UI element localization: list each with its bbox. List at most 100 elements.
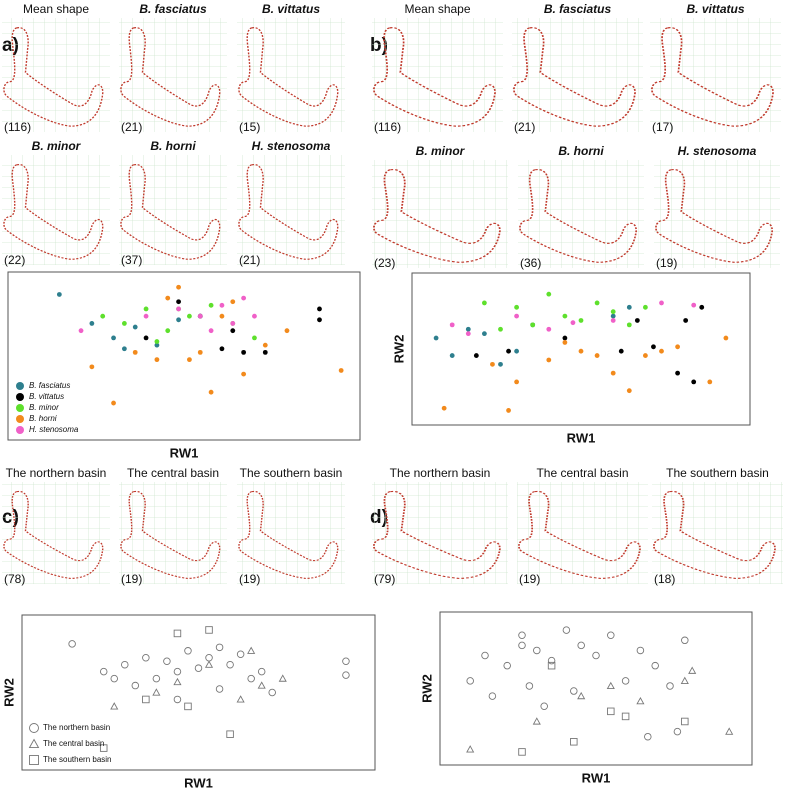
point [449,353,455,358]
shape-count: (19) [121,572,142,586]
point [247,674,255,683]
point [68,640,76,648]
point [540,702,548,711]
deformation-grid [372,482,508,584]
shape-count: (21) [121,120,142,134]
point [208,389,214,395]
point [594,300,600,306]
legend-marker [16,426,24,434]
point [154,342,160,348]
point [466,677,474,685]
point [688,666,697,674]
point [236,695,245,703]
deformation-grid [2,482,110,584]
point [241,295,247,301]
point [230,299,236,305]
point [466,745,475,753]
point [675,370,680,376]
point [570,320,576,326]
y-axis-label: RW2 [391,335,406,364]
x-axis-label: RW1 [582,770,611,785]
x-axis-label: RW1 [567,430,596,445]
point [723,335,729,341]
point [643,353,648,358]
point [230,321,236,326]
point [636,646,645,655]
point [498,326,503,332]
deformation-grid [119,482,227,584]
point [176,299,181,305]
point [514,379,519,385]
point [610,309,616,315]
plot-frame [439,611,753,766]
shape-count: (36) [520,256,541,270]
point [100,313,106,319]
point [165,328,171,334]
legend-label: The northern basin [43,723,110,732]
point [176,317,181,323]
point [533,646,541,655]
legend-marker [16,393,24,401]
point [634,318,640,323]
shape-count: (116) [4,120,31,134]
shape-title: B. minor [32,139,82,153]
shape-count: (37) [121,253,142,267]
shape-count: (19) [656,256,677,270]
point [184,647,192,655]
point [111,400,116,406]
point [707,379,713,385]
point [481,651,489,660]
point [503,661,511,670]
point [626,322,632,328]
point [547,661,556,670]
point [317,317,322,323]
point [607,631,615,639]
y-axis-label: RW2 [419,674,434,703]
point [252,335,257,341]
point [110,702,119,710]
point [547,656,556,665]
shape-title: B. fasciatus [139,2,207,16]
point [194,664,203,672]
point [132,324,138,330]
point [143,313,149,319]
point [651,344,656,350]
shape-title: B. horni [558,144,604,158]
shape-title: B. vittatus [686,2,744,16]
point [725,727,734,735]
shape-count: (18) [654,572,675,586]
point [621,677,630,685]
point [681,717,689,726]
point [681,636,689,645]
legend-label: B. minor [29,403,59,412]
point [546,291,552,297]
point [643,304,648,310]
legend-marker [29,755,39,765]
point [498,361,503,367]
point [154,339,160,344]
plot-frame [7,271,361,441]
point [610,370,616,376]
deformation-grid [512,18,643,132]
point [143,335,149,341]
shape-count: (19) [239,572,260,586]
shape-count: (19) [519,572,540,586]
point [176,306,181,312]
point [241,349,247,355]
point [215,685,224,693]
point [342,671,350,679]
point [197,349,203,355]
point [562,313,568,319]
point [562,626,571,634]
point [691,302,697,308]
point [247,646,256,654]
point [236,650,245,659]
point [626,304,632,310]
point [490,361,495,367]
point [173,695,182,704]
point [433,335,439,341]
point [465,326,471,332]
point [110,674,118,683]
deformation-grid [237,155,345,265]
